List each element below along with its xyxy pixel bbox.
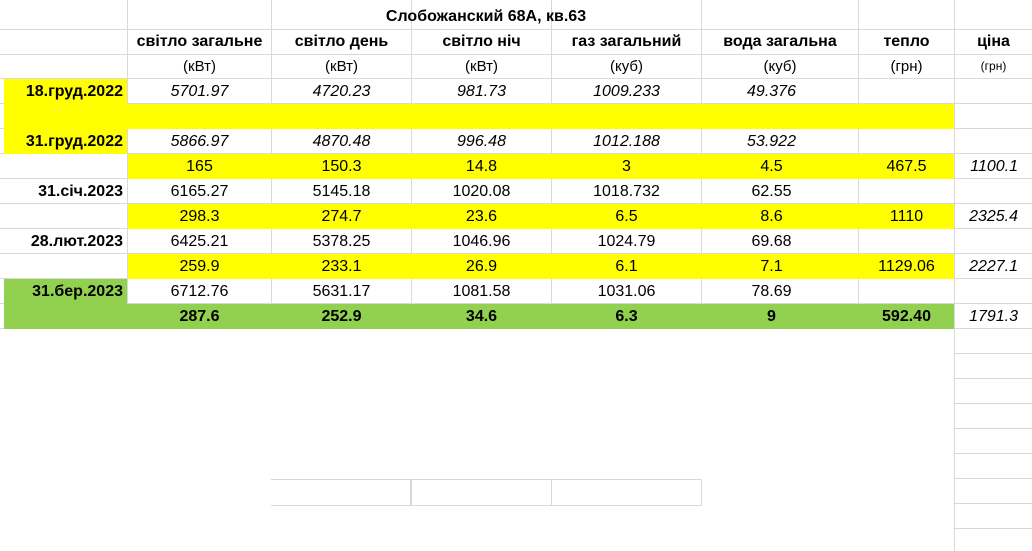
reading-light-total[interactable]: 5701.97 (170, 83, 229, 100)
usage-light-total[interactable]: 259.9 (179, 258, 220, 275)
usage-light-night[interactable]: 14.8 (465, 158, 498, 175)
sheet-title[interactable]: Слобожанский 68А, кв.63 (385, 8, 587, 25)
usage-light-day[interactable]: 252.9 (321, 308, 362, 325)
reading-light-total[interactable]: 6425.21 (170, 233, 229, 250)
reading-gas[interactable]: 1009.233 (593, 83, 660, 100)
reading-gas[interactable]: 1018.732 (593, 183, 660, 200)
usage-light-total[interactable]: 165 (186, 158, 213, 175)
usage-heat[interactable]: 592.40 (882, 308, 931, 325)
row-fill-green (4, 304, 954, 329)
row-fill-yellow (128, 154, 954, 179)
row-fill-yellow (4, 104, 954, 129)
usage-water[interactable]: 4.5 (760, 158, 783, 175)
usage-heat[interactable]: 1129.06 (878, 258, 935, 275)
reading-light-total[interactable]: 6165.27 (170, 183, 229, 200)
usage-light-day[interactable]: 274.7 (321, 208, 362, 225)
reading-water[interactable]: 49.376 (747, 83, 796, 100)
date-cell-fill (4, 129, 127, 154)
usage-light-night[interactable]: 34.6 (465, 308, 498, 325)
col-header-light-day[interactable]: світло день (294, 33, 389, 50)
col-header-light-total[interactable]: світло загальне (136, 33, 263, 50)
usage-water[interactable]: 7.1 (760, 258, 783, 275)
grid-hline (0, 29, 1032, 30)
reading-light-day[interactable]: 5631.17 (312, 283, 371, 300)
price-total[interactable]: 1100.1 (970, 158, 1018, 175)
usage-gas[interactable]: 6.3 (615, 308, 638, 325)
reading-light-total[interactable]: 5866.97 (170, 133, 229, 150)
col-header-water[interactable]: вода загальна (723, 33, 837, 50)
reading-light-night[interactable]: 1046.96 (452, 233, 511, 250)
grid-vline (954, 0, 955, 551)
row-fill-yellow (128, 254, 954, 279)
grid-hline (0, 253, 1032, 254)
price-total[interactable]: 2227.1 (969, 258, 1018, 275)
price-total[interactable]: 1791.3 (969, 308, 1018, 325)
usage-water[interactable]: 8.6 (760, 208, 783, 225)
reading-light-night[interactable]: 1081.58 (452, 283, 511, 300)
reading-light-night[interactable]: 1020.08 (452, 183, 511, 200)
col-header-gas[interactable]: газ загальний (571, 33, 682, 50)
col-header-price[interactable]: ціна (977, 33, 1010, 50)
date-cell[interactable]: 31.груд.2022 (25, 133, 123, 150)
reading-water[interactable]: 62.55 (751, 183, 792, 200)
empty-cell-stub[interactable] (411, 479, 552, 506)
unit-light-day[interactable]: (кВт) (325, 58, 358, 75)
reading-light-total[interactable]: 6712.76 (170, 283, 229, 300)
grid-hline (0, 78, 1032, 79)
date-cell-fill (4, 79, 127, 104)
reading-water[interactable]: 78.69 (751, 283, 792, 300)
grid-hline (0, 203, 1032, 204)
col-header-heat[interactable]: тепло (883, 33, 930, 50)
usage-light-day[interactable]: 150.3 (321, 158, 362, 175)
date-cell-fill-green (4, 279, 127, 304)
grid-hline (0, 303, 1032, 304)
grid-hline (0, 54, 1032, 55)
usage-light-night[interactable]: 26.9 (465, 258, 498, 275)
reading-gas[interactable]: 1012.188 (593, 133, 660, 150)
price-total[interactable]: 2325.4 (969, 208, 1018, 225)
unit-light-night[interactable]: (кВт) (465, 58, 498, 75)
reading-light-day[interactable]: 4870.48 (312, 133, 371, 150)
date-cell[interactable]: 18.груд.2022 (25, 83, 123, 100)
unit-water[interactable]: (куб) (763, 58, 797, 75)
date-cell[interactable]: 31.січ.2023 (38, 183, 123, 200)
usage-light-night[interactable]: 23.6 (465, 208, 498, 225)
reading-light-day[interactable]: 5145.18 (312, 183, 371, 200)
mask-line (0, 353, 954, 354)
unit-light-total[interactable]: (кВт) (183, 58, 216, 75)
reading-light-night[interactable]: 996.48 (457, 133, 506, 150)
date-cell[interactable]: 28.лют.2023 (30, 233, 123, 250)
grid-hline (0, 103, 1032, 104)
col-header-light-night[interactable]: світло ніч (442, 33, 521, 50)
empty-cell-stub[interactable] (271, 479, 411, 506)
grid-vline (127, 0, 128, 551)
usage-heat[interactable]: 467.5 (886, 158, 927, 175)
usage-light-day[interactable]: 233.1 (321, 258, 362, 275)
usage-gas[interactable]: 6.1 (615, 258, 638, 275)
reading-gas[interactable]: 1024.79 (597, 233, 656, 250)
empty-cell-stub[interactable] (551, 479, 702, 506)
usage-gas[interactable]: 6.5 (615, 208, 638, 225)
usage-light-total[interactable]: 287.6 (179, 308, 220, 325)
unit-gas[interactable]: (куб) (610, 58, 643, 75)
unit-price[interactable]: (грн) (980, 59, 1007, 73)
usage-water[interactable]: 9 (767, 308, 776, 325)
usage-gas[interactable]: 3 (622, 158, 631, 175)
reading-light-day[interactable]: 4720.23 (312, 83, 371, 100)
reading-water[interactable]: 53.922 (747, 133, 796, 150)
date-cell[interactable]: 31.бер.2023 (32, 283, 123, 300)
unit-heat[interactable]: (грн) (890, 58, 923, 75)
reading-gas[interactable]: 1031.06 (597, 283, 656, 300)
grid-hline (0, 153, 1032, 154)
row-fill-yellow (128, 204, 954, 229)
usage-heat[interactable]: 1110 (889, 208, 924, 225)
blank-area-mask (0, 329, 954, 551)
usage-light-total[interactable]: 298.3 (179, 208, 220, 225)
reading-water[interactable]: 69.68 (751, 233, 792, 250)
reading-light-day[interactable]: 5378.25 (312, 233, 371, 250)
reading-light-night[interactable]: 981.73 (457, 83, 506, 100)
